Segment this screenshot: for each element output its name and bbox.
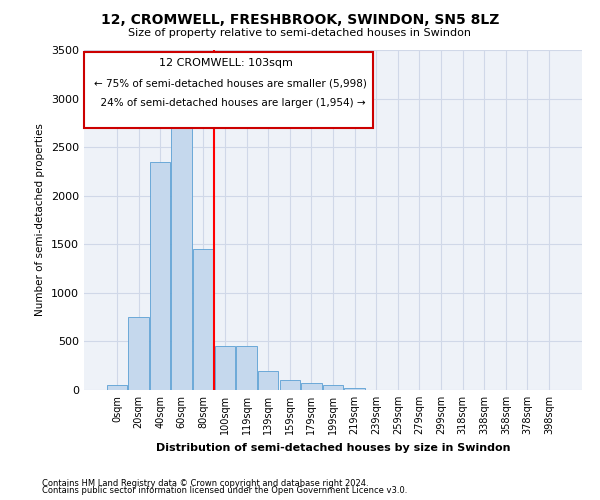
Bar bbox=[107, 385, 127, 390]
X-axis label: Distribution of semi-detached houses by size in Swindon: Distribution of semi-detached houses by … bbox=[156, 442, 510, 452]
Text: Contains public sector information licensed under the Open Government Licence v3: Contains public sector information licen… bbox=[42, 486, 407, 495]
Bar bbox=[301, 382, 322, 390]
Bar bbox=[236, 346, 257, 390]
Bar bbox=[344, 388, 365, 390]
Bar bbox=[258, 370, 278, 390]
Bar bbox=[280, 380, 300, 390]
FancyBboxPatch shape bbox=[84, 52, 373, 128]
Text: Size of property relative to semi-detached houses in Swindon: Size of property relative to semi-detach… bbox=[128, 28, 472, 38]
Bar bbox=[150, 162, 170, 390]
Bar bbox=[323, 385, 343, 390]
Bar bbox=[193, 249, 214, 390]
Bar bbox=[128, 317, 149, 390]
Y-axis label: Number of semi-detached properties: Number of semi-detached properties bbox=[35, 124, 46, 316]
Bar bbox=[215, 346, 235, 390]
Text: 12 CROMWELL: 103sqm: 12 CROMWELL: 103sqm bbox=[159, 58, 293, 68]
Bar bbox=[172, 128, 192, 390]
Text: 24% of semi-detached houses are larger (1,954) →: 24% of semi-detached houses are larger (… bbox=[94, 98, 365, 108]
Text: Contains HM Land Registry data © Crown copyright and database right 2024.: Contains HM Land Registry data © Crown c… bbox=[42, 478, 368, 488]
Text: ← 75% of semi-detached houses are smaller (5,998): ← 75% of semi-detached houses are smalle… bbox=[94, 79, 367, 89]
Text: 12, CROMWELL, FRESHBROOK, SWINDON, SN5 8LZ: 12, CROMWELL, FRESHBROOK, SWINDON, SN5 8… bbox=[101, 12, 499, 26]
